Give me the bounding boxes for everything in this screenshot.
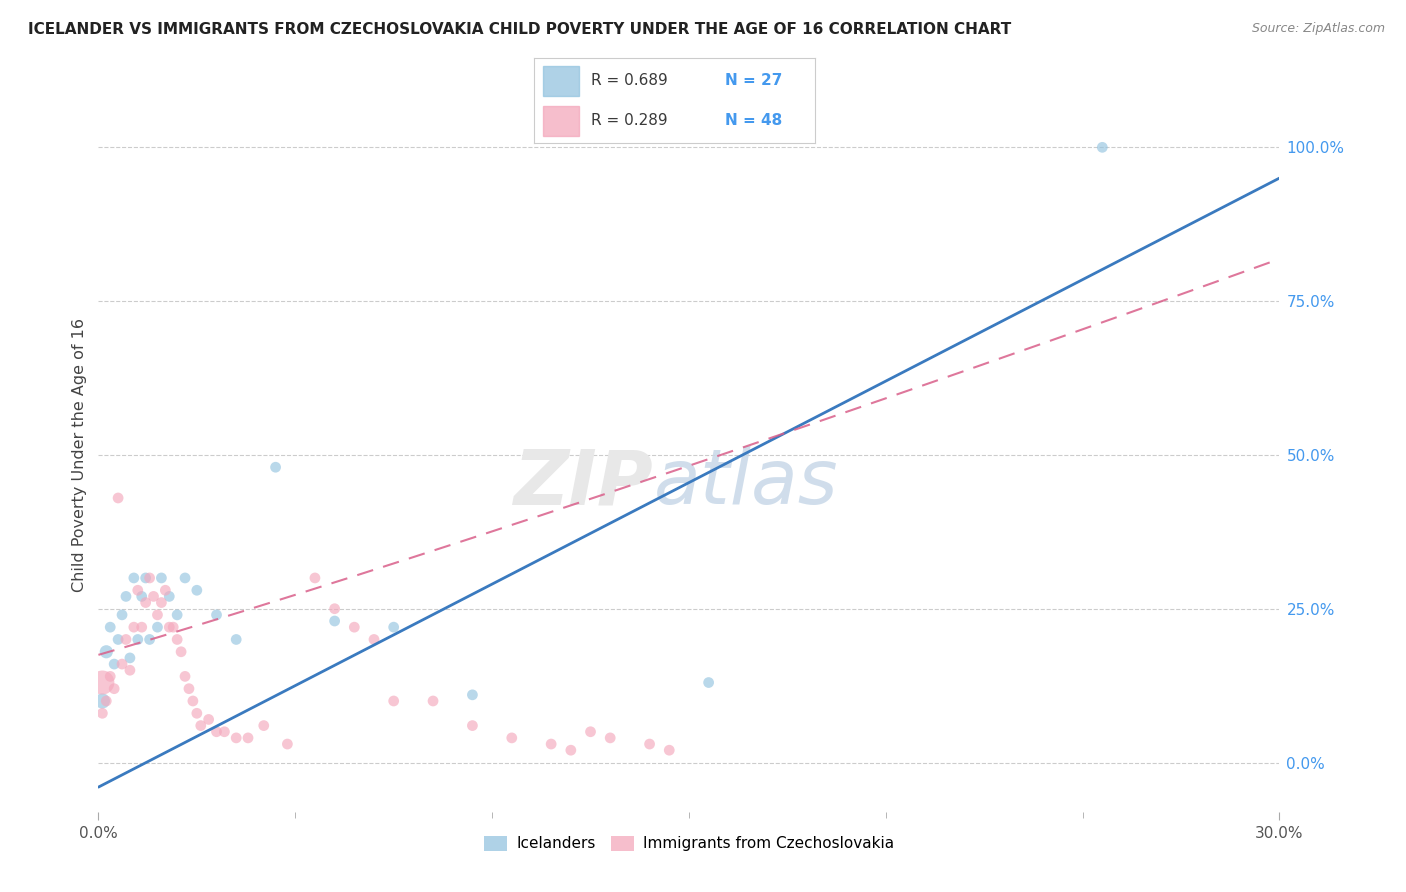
Point — [174, 669, 197, 683]
Point — [166, 632, 188, 647]
Point — [146, 620, 169, 634]
Point — [91, 675, 114, 690]
Point — [197, 713, 219, 727]
Point — [560, 743, 582, 757]
Point — [501, 731, 523, 745]
Point — [382, 694, 405, 708]
Point — [162, 620, 184, 634]
Point — [236, 731, 259, 745]
Point — [205, 607, 228, 622]
Point — [98, 620, 121, 634]
Point — [111, 657, 134, 671]
Legend: Icelanders, Immigrants from Czechoslovakia: Icelanders, Immigrants from Czechoslovak… — [478, 830, 900, 857]
Text: ZIP: ZIP — [513, 447, 654, 520]
Text: N = 27: N = 27 — [725, 73, 783, 88]
Point — [150, 571, 173, 585]
Point — [115, 632, 138, 647]
Point — [343, 620, 366, 634]
Point — [122, 620, 145, 634]
Point — [599, 731, 621, 745]
Point — [264, 460, 287, 475]
Point — [697, 675, 720, 690]
Point — [382, 620, 405, 634]
Point — [540, 737, 562, 751]
Point — [131, 620, 153, 634]
Point — [118, 663, 141, 677]
Point — [127, 583, 149, 598]
Text: ICELANDER VS IMMIGRANTS FROM CZECHOSLOVAKIA CHILD POVERTY UNDER THE AGE OF 16 CO: ICELANDER VS IMMIGRANTS FROM CZECHOSLOVA… — [28, 22, 1011, 37]
Point — [135, 596, 157, 610]
Point — [422, 694, 444, 708]
Point — [638, 737, 661, 751]
Point — [157, 590, 180, 604]
Point — [177, 681, 200, 696]
Bar — [543, 106, 579, 136]
Point — [157, 620, 180, 634]
Point — [181, 694, 204, 708]
Point — [276, 737, 298, 751]
Point — [225, 632, 247, 647]
Point — [142, 590, 165, 604]
Point — [91, 694, 114, 708]
Text: R = 0.689: R = 0.689 — [591, 73, 668, 88]
Point — [127, 632, 149, 647]
Point — [174, 571, 197, 585]
Point — [186, 706, 208, 721]
Point — [98, 669, 121, 683]
Text: N = 48: N = 48 — [725, 113, 783, 128]
Point — [323, 601, 346, 615]
Point — [323, 614, 346, 628]
Point — [186, 583, 208, 598]
Point — [579, 724, 602, 739]
Point — [138, 571, 160, 585]
Text: R = 0.289: R = 0.289 — [591, 113, 666, 128]
Point — [253, 718, 276, 732]
Point — [150, 596, 173, 610]
Point — [461, 718, 484, 732]
Point — [205, 724, 228, 739]
Point — [122, 571, 145, 585]
Point — [214, 724, 236, 739]
Point — [111, 607, 134, 622]
Point — [91, 706, 114, 721]
Y-axis label: Child Poverty Under the Age of 16: Child Poverty Under the Age of 16 — [72, 318, 87, 592]
Point — [155, 583, 177, 598]
Point — [190, 718, 212, 732]
Point — [96, 645, 118, 659]
Text: Source: ZipAtlas.com: Source: ZipAtlas.com — [1251, 22, 1385, 36]
Point — [363, 632, 385, 647]
Point — [118, 651, 141, 665]
Point — [103, 681, 125, 696]
Point — [131, 590, 153, 604]
Point — [146, 607, 169, 622]
Point — [96, 694, 118, 708]
Point — [107, 632, 129, 647]
Bar — [543, 67, 579, 96]
Point — [461, 688, 484, 702]
Point — [103, 657, 125, 671]
Point — [1091, 140, 1114, 154]
Text: atlas: atlas — [654, 447, 838, 520]
Point — [138, 632, 160, 647]
Point — [115, 590, 138, 604]
Point — [135, 571, 157, 585]
Point — [166, 607, 188, 622]
Point — [107, 491, 129, 505]
Point — [658, 743, 681, 757]
Point — [225, 731, 247, 745]
Point — [304, 571, 326, 585]
Point — [170, 645, 193, 659]
